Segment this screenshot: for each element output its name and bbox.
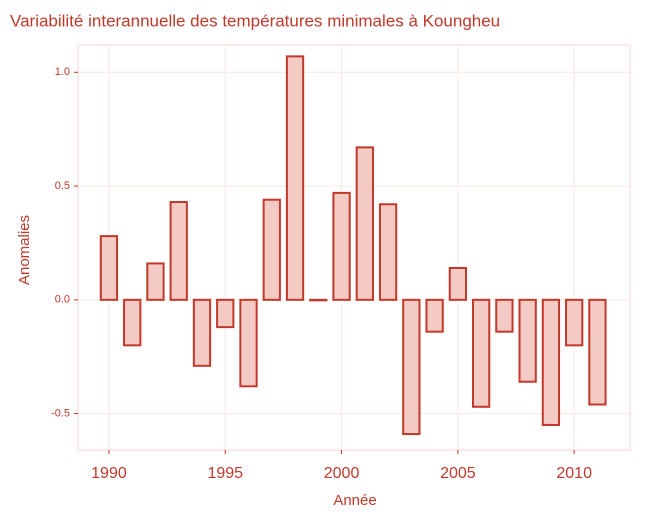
bar (169, 200, 188, 301)
x-tick-label: 2000 (324, 465, 360, 482)
bar (402, 298, 421, 436)
x-tick-label: 1995 (207, 465, 243, 482)
bar (378, 203, 398, 301)
y-tick-label: 1.0 (55, 66, 70, 78)
bar (262, 198, 281, 301)
bar (541, 298, 561, 426)
y-tick-label: -0.5 (51, 408, 70, 420)
y-tick-label: 0.0 (55, 294, 70, 306)
bar (425, 298, 444, 333)
y-axis-label: Anomalies (16, 215, 33, 285)
x-tick-label: 1990 (91, 465, 127, 482)
bar (471, 298, 491, 408)
bar (146, 262, 165, 301)
bar (448, 266, 468, 301)
y-tick-label: 0.5 (55, 180, 70, 192)
bar (239, 298, 258, 388)
bar (99, 235, 119, 301)
x-tick-label: 2010 (556, 465, 592, 482)
bar (123, 298, 142, 347)
bar (332, 191, 351, 301)
bar (355, 146, 374, 301)
x-axis-label: Année (333, 492, 376, 509)
bar (565, 298, 584, 347)
bar (495, 298, 514, 333)
bar (216, 298, 235, 329)
bar (192, 298, 212, 367)
bar (518, 298, 537, 383)
bar (588, 298, 607, 406)
bar (285, 55, 305, 301)
chart-title: Variabilité interannuelle des températur… (10, 11, 500, 30)
bar (309, 298, 328, 302)
x-tick-label: 2005 (440, 465, 476, 482)
